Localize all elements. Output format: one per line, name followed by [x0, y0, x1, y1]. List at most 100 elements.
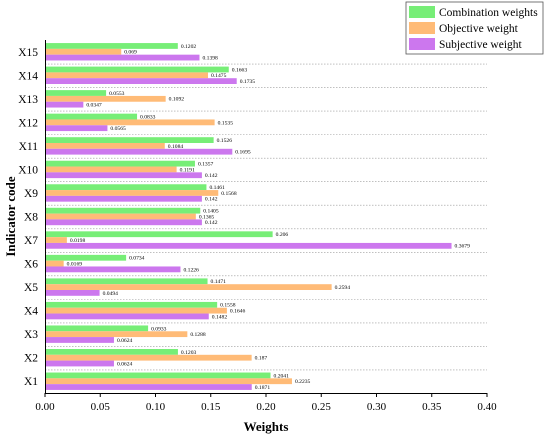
data-label: 0.3679: [455, 244, 471, 250]
x-tick-label: 0.35: [422, 401, 442, 413]
y-tick-label: X6: [24, 259, 38, 271]
data-label: 0.2235: [295, 379, 311, 385]
bar-combination-weights: [45, 66, 229, 73]
data-label: 0.1735: [240, 79, 256, 85]
bar-subjective-weight: [45, 337, 114, 343]
bar-subjective-weight: [45, 384, 252, 390]
data-label: 0.1475: [211, 73, 227, 79]
y-tick-label: X9: [24, 188, 38, 200]
data-label: 0.2041: [274, 373, 290, 379]
bar-combination-weights: [45, 372, 271, 379]
legend-swatch: [409, 6, 435, 18]
x-tick-label: 0.05: [91, 401, 111, 413]
bar-subjective-weight: [45, 219, 202, 226]
bar-combination-weights: [45, 113, 138, 120]
y-tick-label: X11: [19, 141, 39, 153]
y-tick-label: X15: [18, 47, 38, 59]
bar-combination-weights: [45, 43, 178, 49]
data-label: 0.1191: [180, 167, 195, 173]
legend-label: Combination weights: [439, 7, 538, 19]
bar-subjective-weight: [45, 125, 108, 132]
bar-subjective-weight: [45, 290, 100, 296]
data-label: 0.1461: [209, 185, 225, 191]
legend-label: Subjective weight: [439, 39, 523, 51]
legend-swatch: [409, 22, 435, 34]
data-label: 0.1084: [168, 144, 184, 150]
bar-subjective-weight: [45, 54, 200, 61]
bar-combination-weights: [45, 325, 149, 332]
x-tick-labels: 0.00 0.05 0.10 0.15 0.20 0.25 0.30 0.35 0.40: [35, 393, 497, 413]
bar-objective-weight: [45, 260, 64, 267]
x-tick-label: 0.30: [367, 401, 387, 413]
y-tick-label: X2: [24, 353, 38, 365]
bar-combination-weights: [45, 349, 178, 355]
data-label: 0.1357: [198, 162, 214, 168]
data-label: 0.0933: [151, 326, 167, 332]
bar-subjective-weight: [45, 266, 181, 273]
data-label: 0.1288: [190, 332, 206, 338]
data-label: 0.142: [205, 173, 218, 179]
bar-subjective-weight: [45, 195, 202, 202]
bar-subjective-weight: [45, 242, 452, 249]
bar-objective-weight: [45, 307, 227, 314]
data-label: 0.187: [255, 356, 268, 362]
y-tick-label: X14: [18, 70, 38, 82]
bar-objective-weight: [45, 48, 122, 55]
data-label: 0.1646: [230, 309, 246, 315]
bar-objective-weight: [45, 331, 188, 338]
bar-combination-weights: [45, 90, 107, 96]
y-tick-label: X12: [18, 117, 38, 129]
y-tick-label: X1: [24, 376, 38, 388]
bar-combination-weights: [45, 278, 208, 285]
data-label: 0.0494: [103, 291, 119, 297]
data-label: 0.1471: [211, 279, 227, 285]
data-label: 0.1482: [212, 314, 228, 320]
bar-objective-weight: [45, 237, 67, 243]
data-labels: 0.2041 0.2235 0.1871 0.1203 0.187 0.0624 0.093…: [67, 44, 470, 391]
bar-subjective-weight: [45, 360, 114, 367]
x-tick-label: 0.10: [146, 401, 166, 413]
bar-objective-weight: [45, 166, 177, 173]
bar-combination-weights: [45, 254, 127, 261]
data-label: 0.1558: [220, 303, 236, 309]
x-tick-label: 0.40: [477, 401, 497, 413]
data-label: 0.1526: [217, 138, 233, 144]
data-label: 0.1203: [181, 350, 197, 356]
data-label: 0.0624: [117, 338, 133, 344]
data-label: 0.1365: [199, 214, 215, 220]
bar-combination-weights: [45, 160, 195, 167]
y-tick-label: X7: [24, 235, 38, 247]
data-label: 0.206: [276, 232, 289, 238]
data-label: 0.1405: [203, 209, 219, 215]
data-label: 0.142: [205, 197, 218, 203]
y-tick-label: X8: [24, 212, 38, 224]
y-tick-label: X13: [18, 94, 38, 106]
data-label: 0.1202: [181, 44, 197, 50]
data-label: 0.1568: [221, 191, 237, 197]
bar-combination-weights: [45, 301, 218, 308]
bar-subjective-weight: [45, 78, 237, 84]
bar-objective-weight: [45, 95, 166, 102]
bar-objective-weight: [45, 213, 196, 220]
x-tick-label: 0.25: [312, 401, 332, 413]
bar-subjective-weight: [45, 172, 202, 179]
y-tick-label: X4: [24, 306, 38, 318]
data-label: 0.0169: [67, 261, 83, 267]
data-label: 0.142: [205, 220, 218, 226]
data-label: 0.0553: [109, 91, 125, 97]
bar-subjective-weight: [45, 101, 84, 108]
bar-objective-weight: [45, 354, 252, 361]
bar-combination-weights: [45, 207, 201, 214]
data-label: 0.1871: [255, 385, 271, 391]
data-label: 0.1695: [235, 150, 251, 156]
data-label: 0.1092: [169, 97, 185, 103]
bar-objective-weight: [45, 119, 215, 126]
bar-combination-weights: [45, 184, 207, 191]
data-label: 0.0734: [129, 256, 145, 262]
legend: Combination weights Objective weight Subje…: [405, 1, 544, 55]
bar-marks: [45, 43, 452, 390]
bar-objective-weight: [45, 72, 208, 79]
y-tick-labels: X1 X2 X3 X4 X5 X6 X7 X8 X9 X10 X11 X12 X13 X14 X15: [18, 47, 38, 388]
data-label: 0.1663: [232, 67, 248, 73]
